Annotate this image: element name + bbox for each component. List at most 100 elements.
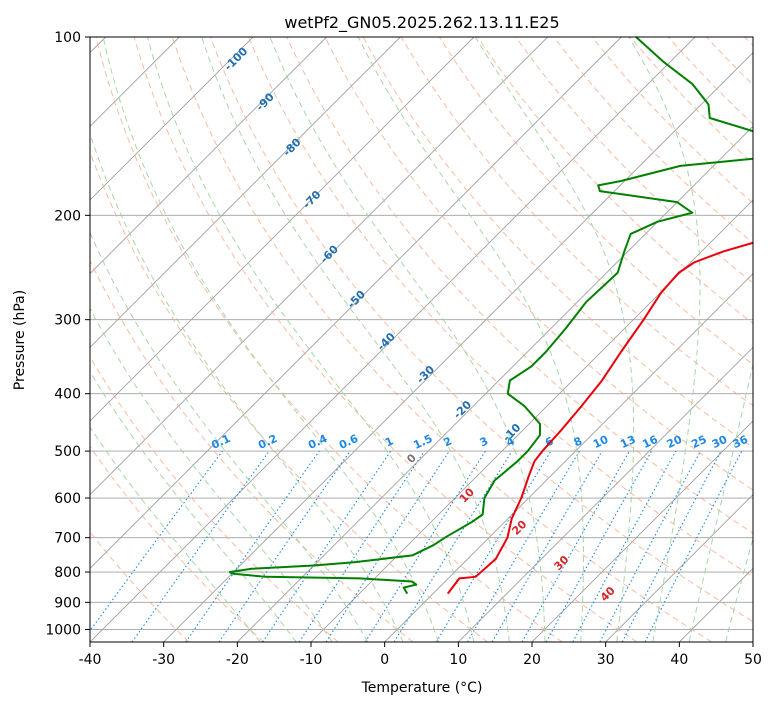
dry-adiabat-label: -60 [318,242,341,265]
isotherm-line [458,346,753,642]
plot-frame [89,36,754,643]
isotherm-line [679,567,753,642]
dry-adiabat-line [668,37,753,125]
isotherm-line [163,52,753,642]
mixing-ratio-line [325,450,450,642]
moist-adiabat-label: 30 [552,553,572,573]
moist-adiabat-line [725,536,753,642]
mixing-ratio-label: 0.1 [209,432,232,452]
mixing-ratio-label: 30 [710,433,730,451]
moist-adiabat-line [269,37,546,642]
dry-adiabat-line [95,37,563,642]
dry-adiabat-label: -20 [451,398,474,421]
y-tick-label: 1000 [45,622,81,638]
x-tick-label: 20 [523,652,541,668]
moist-adiabat-line [90,132,404,642]
dry-adiabat-line [324,37,753,491]
mixing-ratio-label: 16 [640,433,660,451]
temperature-profile-line [446,241,753,595]
mixing-ratio-line [185,450,320,642]
moist-adiabat-line [146,37,475,642]
isotherm-line [90,37,254,201]
moist-adiabat-line [90,426,261,642]
moist-adiabat-line [628,37,701,642]
mixing-ratio-label: 3 [478,434,490,449]
x-axis-title: Temperature (°C) [361,680,483,696]
isotherm-line [531,420,753,642]
dry-adiabat-line [210,37,753,623]
mixing-ratio-label: 36 [731,433,751,451]
mixing-ratio-line [572,450,677,642]
dry-adiabat-line [90,356,339,642]
moist-adiabat-line [90,307,333,642]
moist-adiabat-line [90,370,297,642]
moist-adiabat-label: 10 [457,485,477,505]
mixing-ratio-line [298,450,425,642]
y-tick-label: 200 [54,208,81,224]
moist-adiabat-line [201,37,510,642]
mixing-ratio-line [218,450,351,642]
mixing-ratio-line [90,450,223,632]
mixing-ratio-label: 0.2 [256,432,279,452]
dry-adiabat-label: -30 [414,363,437,386]
mixing-ratio-line [393,450,513,642]
dry-adiabat-label: -10 [500,421,523,444]
isotherm-line [90,37,548,496]
mixing-ratio-line [364,450,486,642]
y-tick-label: 800 [54,565,81,581]
x-tick-label: -40 [79,652,102,668]
dry-adiabat-label: -80 [280,135,303,158]
mixing-ratio-line [545,450,653,642]
isotherm-line [752,641,753,642]
dry-adiabat-line [515,37,753,284]
mixing-ratio-line [435,450,552,642]
dry-adiabat-line [90,445,264,642]
mixing-ratio-label: 25 [689,433,708,451]
x-tick-label: 40 [670,652,688,668]
isotherm-line [384,273,753,642]
y-tick-label: 400 [54,387,81,403]
mixing-ratio-line [491,450,603,642]
y-tick-label: 300 [54,313,81,329]
moist-adiabat-label: 20 [509,517,529,537]
dry-adiabat-line [400,37,753,407]
dry-adiabat-label: -90 [254,90,277,113]
x-axis: -40 -30 -20 -10 0 10 20 30 40 50 [79,642,762,668]
mixing-ratio-line [599,450,702,642]
mixing-ratio-label: 8 [572,434,584,449]
dry-adiabat-line [90,259,414,642]
y-tick-label: 900 [54,595,81,611]
x-tick-label: 0 [380,652,389,668]
isotherm-line [90,37,327,275]
isotherm-line [90,37,475,422]
dry-adiabat-label: -100 [222,44,251,73]
isotherm-line [237,125,753,642]
mixing-ratio-label: 20 [665,433,685,451]
dry-adiabat-line [171,37,712,642]
isotherm-line [605,494,753,642]
moist-adiabat-label: 0 [404,451,419,466]
mixing-ratio-label: 1 [383,434,395,449]
mixing-ratio-line [467,450,580,642]
moist-adiabat-line [90,231,369,642]
mixing-ratio-label: 13 [618,433,637,451]
chart-title: wetPf2_GN05.2025.262.13.11.E25 [284,13,559,33]
moist-adiabat-line [688,361,753,642]
dry-adiabat-line [90,531,190,642]
y-tick-label: 100 [54,30,81,46]
y-tick-label: 600 [54,491,81,507]
isotherm-line [90,37,622,569]
dry-adiabat-line [629,37,753,165]
y-axis: 100 200 300 400 500 600 700 800 900 1000 [45,30,90,638]
x-tick-label: -20 [226,652,249,668]
y-axis-title: Pressure (hPa) [12,290,28,390]
dry-adiabat-line [362,37,753,449]
dry-adiabat-line [477,37,753,325]
mixing-ratio-line [131,450,270,642]
dry-adiabat-line [248,37,753,578]
moist-adiabat-label: 40 [598,584,618,604]
dry-adiabat-line [591,37,753,204]
mixing-ratio-line [521,450,630,642]
plot-area: 0.1 0.2 0.4 0.6 1 1.5 2 3 4 6 8 10 13 16 20 25 30 36-100-… [90,37,753,642]
y-tick-label: 500 [54,444,81,460]
